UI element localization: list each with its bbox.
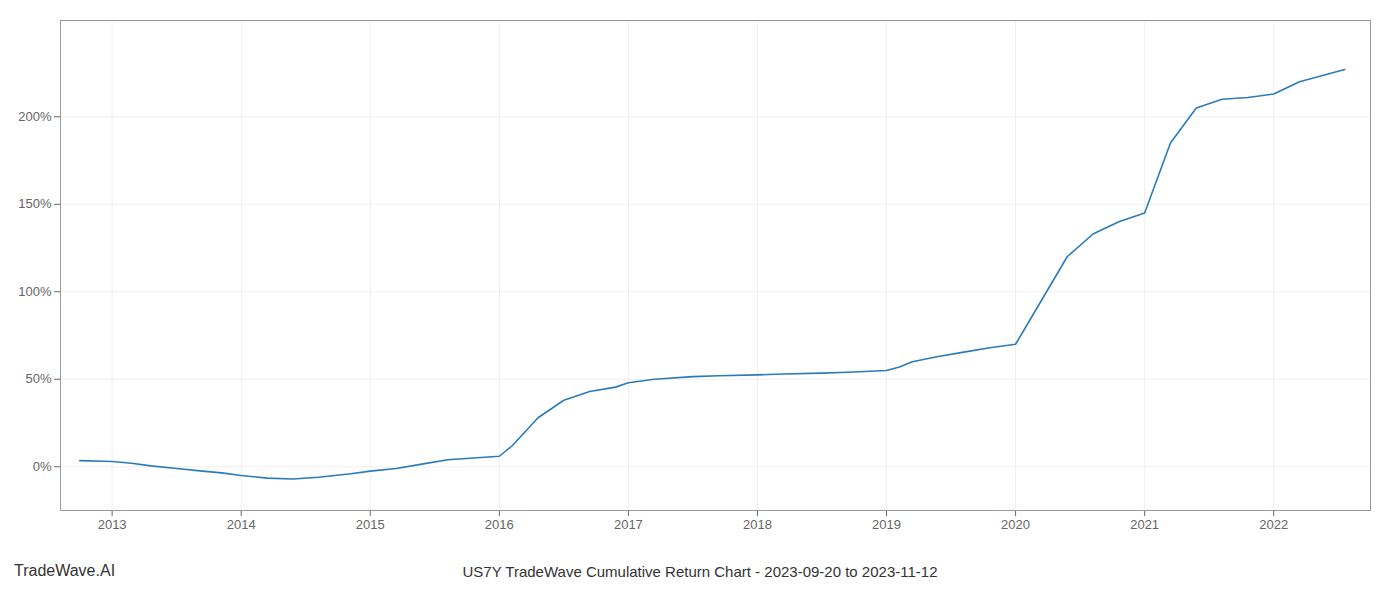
svg-text:2016: 2016 — [485, 517, 514, 532]
svg-text:2019: 2019 — [872, 517, 901, 532]
svg-text:100%: 100% — [18, 284, 52, 299]
svg-text:2018: 2018 — [743, 517, 772, 532]
svg-text:0%: 0% — [33, 459, 52, 474]
svg-text:2021: 2021 — [1130, 517, 1159, 532]
svg-text:2017: 2017 — [614, 517, 643, 532]
svg-text:50%: 50% — [25, 371, 51, 386]
html-text:TradeWave.AI: TradeWave.AI — [14, 562, 116, 579]
html-text:US7Y TradeWave Cumulative Retu: US7Y TradeWave Cumulative Return Chart -… — [462, 563, 938, 580]
svg-text:2015: 2015 — [356, 517, 385, 532]
svg-text:2022: 2022 — [1259, 517, 1288, 532]
svg-text:2013: 2013 — [98, 517, 127, 532]
svg-text:200%: 200% — [18, 109, 52, 124]
svg-text:2020: 2020 — [1001, 517, 1030, 532]
svg-text:2014: 2014 — [227, 517, 256, 532]
svg-text:150%: 150% — [18, 196, 52, 211]
